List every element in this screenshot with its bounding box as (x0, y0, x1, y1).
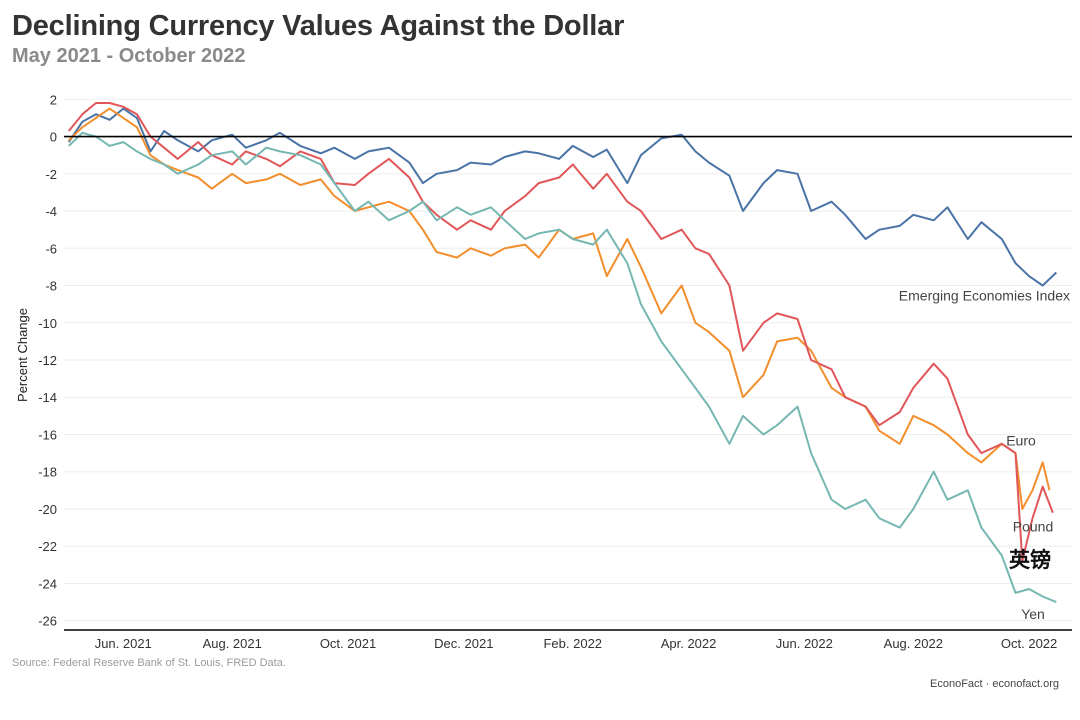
y-tick-label: -16 (38, 427, 57, 442)
series-label-yen: Yen (1021, 606, 1045, 622)
x-tick-label: Apr. 2022 (661, 636, 717, 651)
y-tick-label: -2 (45, 167, 57, 182)
series-line-yen (68, 131, 1057, 604)
y-tick-label: 0 (50, 130, 57, 145)
series-line-emerging-economies-index (67, 107, 1057, 287)
series-lines (67, 102, 1057, 604)
series-labels: Emerging Economies Index Euro Pound Yen (899, 287, 1070, 621)
x-tick-label: Oct. 2022 (1001, 636, 1057, 651)
y-tick-label: -4 (45, 204, 57, 219)
x-tick-label: Aug. 2021 (203, 636, 262, 651)
y-tick-label: -22 (38, 539, 57, 554)
y-axis-label: Percent Change (15, 308, 30, 402)
series-label-euro: Euro (1006, 433, 1036, 449)
y-tick-label: -20 (38, 502, 57, 517)
y-tick-label: -8 (45, 279, 57, 294)
y-tick-label: -10 (38, 316, 57, 331)
x-tick-label: Feb. 2022 (543, 636, 602, 651)
grid-lines (64, 98, 1072, 622)
chart-title: Declining Currency Values Against the Do… (12, 10, 625, 42)
series-line-pound (68, 102, 1054, 563)
source-note: Source: Federal Reserve Bank of St. Loui… (12, 657, 286, 669)
y-tick-label: 2 (50, 92, 57, 107)
y-tick-labels: 2 0 -2 -4 -6 -8 -10 -12 -14 -16 -18 -20 -22 -24 -26 (38, 92, 57, 628)
series-line-euro (68, 107, 1051, 510)
x-tick-label: Dec. 2021 (434, 636, 493, 651)
y-tick-label: -6 (45, 241, 57, 256)
x-tick-label: Jun. 2021 (95, 636, 152, 651)
x-tick-labels: Jun. 2021 Aug. 2021 Oct. 2021 Dec. 2021 Feb.… (95, 636, 1058, 651)
credit-watermark: EconoFact · econofact.org (930, 678, 1060, 690)
y-tick-label: -26 (38, 614, 57, 629)
series-label-emerging-economies-index: Emerging Economies Index (899, 287, 1070, 303)
x-tick-label: Oct. 2021 (320, 636, 376, 651)
x-tick-label: Jun. 2022 (776, 636, 833, 651)
y-tick-label: -14 (38, 390, 57, 405)
series-label-pound: Pound (1013, 518, 1053, 534)
x-tick-label: Aug. 2022 (884, 636, 943, 651)
y-tick-label: -24 (38, 576, 57, 591)
chart-subtitle: May 2021 - October 2022 (12, 45, 246, 67)
y-tick-label: -12 (38, 353, 57, 368)
y-tick-label: -18 (38, 465, 57, 480)
pound-chinese-annotation: 英镑 (1009, 548, 1051, 572)
